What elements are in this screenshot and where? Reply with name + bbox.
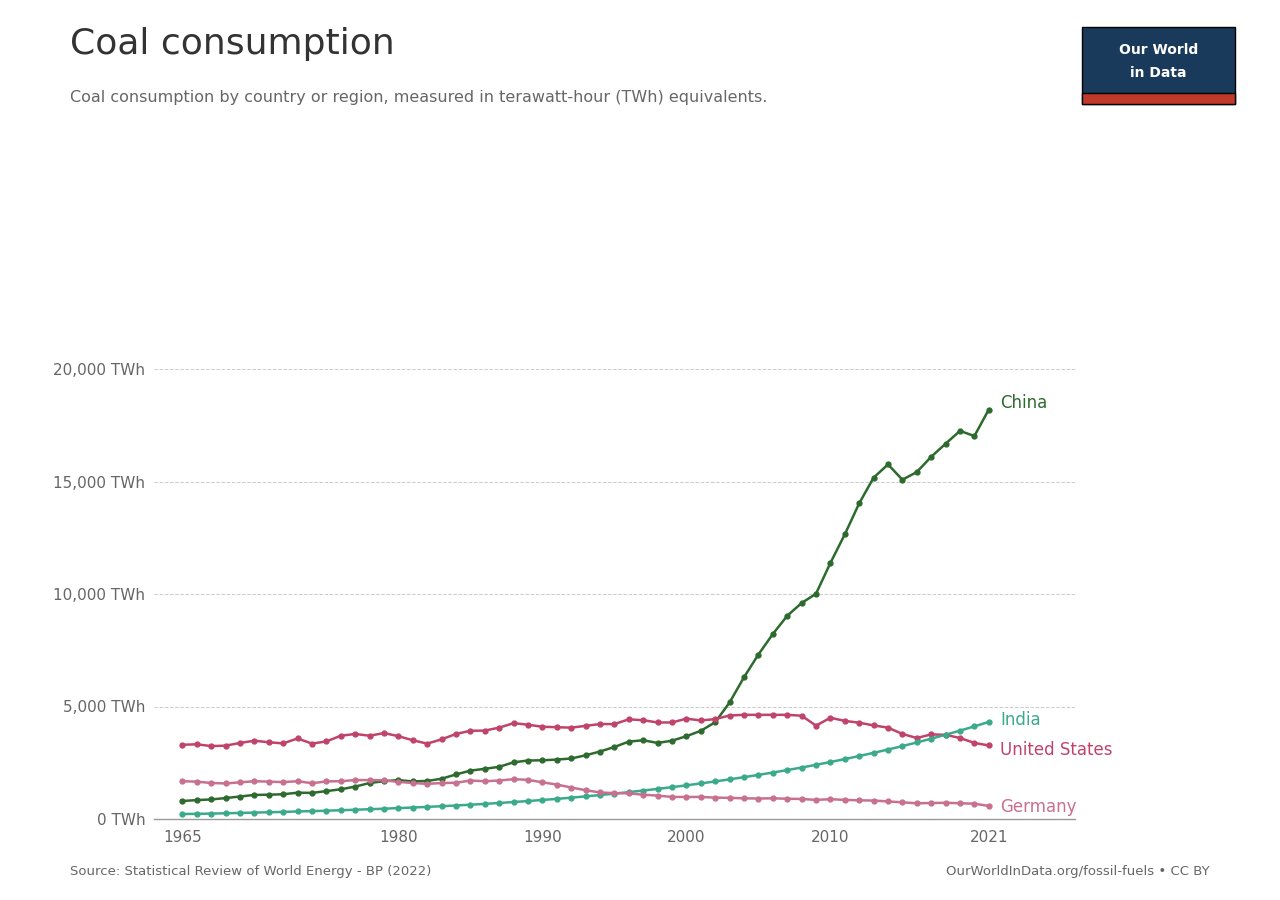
Text: Coal consumption: Coal consumption [70,27,396,61]
Text: United States: United States [1000,741,1112,759]
Text: Source: Statistical Review of World Energy - BP (2022): Source: Statistical Review of World Ener… [70,865,431,878]
Text: OurWorldInData.org/fossil-fuels • CC BY: OurWorldInData.org/fossil-fuels • CC BY [946,865,1210,878]
Text: Our World: Our World [1119,43,1198,57]
Text: Coal consumption by country or region, measured in terawatt-hour (TWh) equivalen: Coal consumption by country or region, m… [70,90,768,105]
Text: Germany: Germany [1000,798,1076,816]
Text: China: China [1000,394,1047,412]
Text: in Data: in Data [1130,66,1187,80]
FancyBboxPatch shape [1082,27,1235,104]
Text: India: India [1000,711,1041,729]
FancyBboxPatch shape [1082,93,1235,104]
